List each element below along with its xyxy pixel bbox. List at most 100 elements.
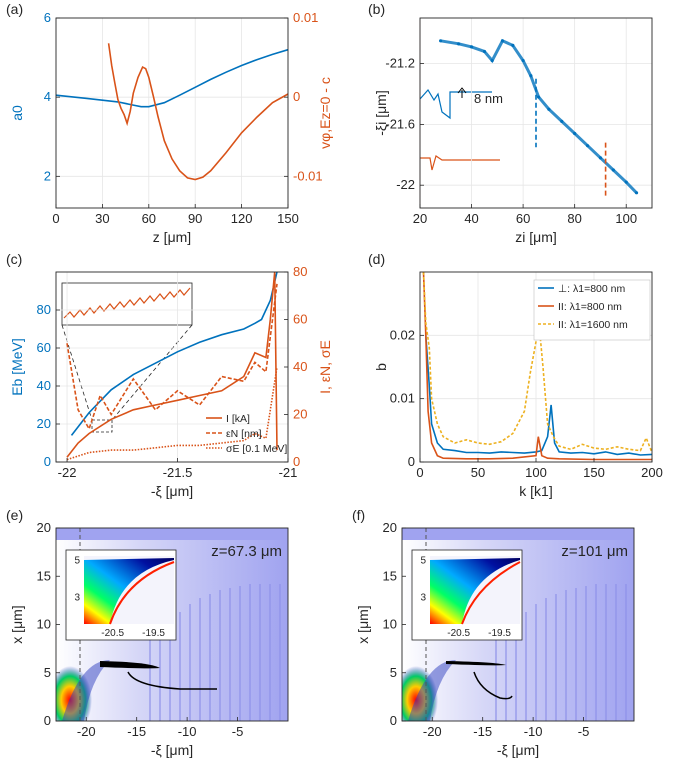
y-tick-label-right: 0 <box>293 89 300 104</box>
legend-label: σE [0.1 MeV] <box>226 443 287 455</box>
x-tick-label: 120 <box>231 211 253 226</box>
y-tick-label: 0 <box>44 713 51 728</box>
x-tick-label: 150 <box>583 465 605 480</box>
data-point <box>529 74 533 78</box>
panel-c-extras <box>61 282 193 433</box>
inset-x-tick-label: -20.5 <box>101 628 124 639</box>
x-tick-label: 0 <box>52 211 59 226</box>
series-II: λ1=800 nm <box>422 271 652 461</box>
x-tick-label: -10 <box>178 724 197 739</box>
plot-title: z=67.3 μm <box>211 543 282 560</box>
inset-x-tick-label: -20.5 <box>447 628 470 639</box>
x-axis-label: k [k1] <box>519 483 552 499</box>
x-tick-label: 0 <box>416 465 423 480</box>
y-tick-label: -21.6 <box>385 116 415 131</box>
legend-label: I [kA] <box>226 413 250 425</box>
panel-label: (d) <box>368 251 385 267</box>
inset-y-tick-label: 5 <box>74 556 80 567</box>
data-point <box>611 168 615 172</box>
y-axis-label: x [μm] <box>355 605 371 643</box>
data-point <box>598 156 603 160</box>
panel-a: 0 30 60 90 120 150 2 4 6 0.01 0 -0.01 (a) z [μm] a0 vφ,… <box>6 1 333 245</box>
data-point <box>482 49 487 54</box>
x-tick-label: 20 <box>413 211 427 226</box>
y-axis-label: Eb [MeV] <box>9 338 25 396</box>
series-a0 <box>55 48 289 108</box>
x-tick-label: -21 <box>279 465 298 480</box>
panel-e: -20 -15 -10 -5 0 5 10 15 20 (e) -ξ [μm] x [μm] z=67.… <box>6 507 289 758</box>
x-tick-label: -5 <box>232 724 244 739</box>
y-tick-label: 60 <box>37 340 51 355</box>
inset-e <box>65 549 177 641</box>
inset-x-tick-label: -19.5 <box>142 628 165 639</box>
y-tick-label: 0.01 <box>390 391 415 406</box>
legend-label: II: λ1=1600 nm <box>558 319 628 331</box>
y-tick-label: 0 <box>390 713 397 728</box>
y-tick-label-right: 20 <box>293 407 307 422</box>
x-tick-label: -5 <box>578 724 590 739</box>
y-tick-label: 5 <box>390 665 397 680</box>
data-point <box>521 58 525 63</box>
x-tick-label: 100 <box>615 211 637 226</box>
x-tick-label: -20 <box>77 724 96 739</box>
y-tick-label: 10 <box>37 617 51 632</box>
series-II: λ1=1600 nm <box>422 271 653 453</box>
annotation: 8 nm <box>474 91 503 106</box>
panel-label: (e) <box>6 507 23 523</box>
panel-b: 20 40 60 80 100 -21.2 -21.6 -22 (b) zi [μm] -ξi [μ… <box>368 1 653 245</box>
x-tick-label: 150 <box>277 211 299 226</box>
x-tick-label: -22 <box>58 465 77 480</box>
series-⊥: λ1=800 nm <box>425 335 653 456</box>
x-tick-label: 30 <box>95 211 109 226</box>
y-tick-label: 15 <box>383 568 397 583</box>
data-point <box>500 39 505 43</box>
y-tick-label: 2 <box>44 168 51 183</box>
data-point <box>634 191 639 195</box>
x-tick-label: -10 <box>524 724 543 739</box>
panel-d: 0 50 100 150 200 0 0.01 0.02 (d) k [k1] b ⊥: λ1=800… <box>368 251 663 499</box>
x-tick-label: 100 <box>525 465 547 480</box>
x-tick-label: -15 <box>127 724 146 739</box>
x-tick-label: -20 <box>423 724 442 739</box>
inset-y-tick-label: 3 <box>420 592 426 603</box>
plot-title: z=101 μm <box>561 543 628 560</box>
y-tick-label: 0 <box>44 454 51 469</box>
x-axis-label: -ξ [μm] <box>497 742 539 758</box>
y-tick-label-right: -0.01 <box>293 168 323 183</box>
y-tick-label: 5 <box>44 665 51 680</box>
panel-label: (a) <box>6 1 23 17</box>
data-point <box>560 119 564 123</box>
series-I [kA] <box>66 271 278 458</box>
data-point <box>536 95 541 99</box>
y-tick-label: 4 <box>44 89 51 104</box>
y-tick-label-right: 0.01 <box>293 10 318 25</box>
data-point <box>573 131 577 136</box>
panel-b-extras <box>419 20 500 205</box>
y-tick-label: -22 <box>396 177 415 192</box>
inset-f <box>411 549 523 641</box>
y-tick-label: 0.02 <box>390 327 415 342</box>
data-point <box>624 180 628 184</box>
y-tick-label: 6 <box>44 10 51 25</box>
x-tick-label: 80 <box>567 211 581 226</box>
y-axis-label-right: I, εN, σE <box>317 340 333 394</box>
panel-label: (b) <box>368 1 385 17</box>
x-tick-label: -21.5 <box>163 465 193 480</box>
series-v_phi <box>107 43 289 181</box>
inset-y-tick-label: 5 <box>420 556 426 567</box>
data-point <box>547 107 551 111</box>
y-tick-label: 20 <box>383 520 397 535</box>
legend-label: εN [nm] <box>226 428 262 440</box>
x-tick-label: 50 <box>471 465 485 480</box>
data-point <box>490 58 494 63</box>
legend-label: ⊥: λ1=800 nm <box>558 283 625 295</box>
y-tick-label-right: 40 <box>293 359 307 374</box>
x-axis-label: zi [μm] <box>515 229 557 245</box>
x-axis-label: -ξ [μm] <box>151 742 193 758</box>
x-tick-label: 60 <box>142 211 156 226</box>
x-tick-label: -15 <box>473 724 492 739</box>
y-axis-label: a0 <box>9 105 25 121</box>
y-tick-label: 10 <box>383 617 397 632</box>
data-point <box>457 42 461 46</box>
